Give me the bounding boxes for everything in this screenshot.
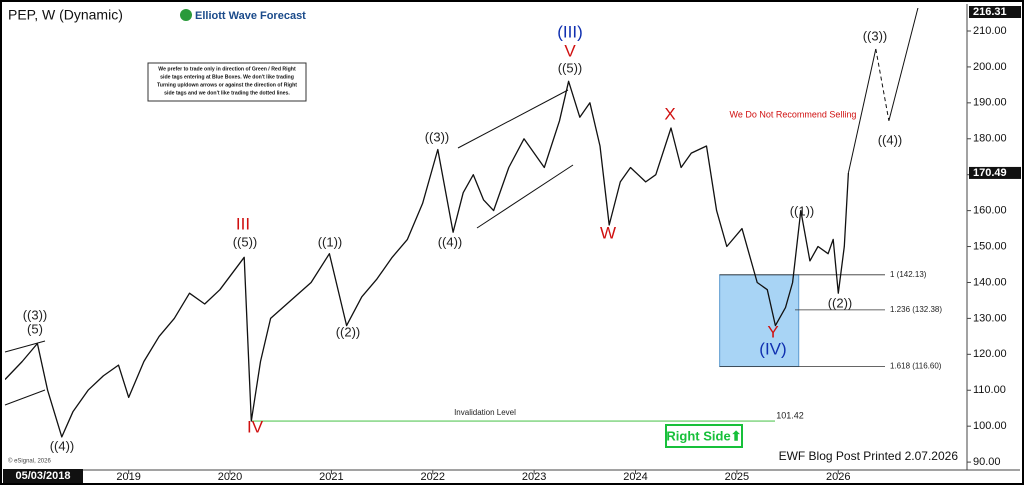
note-box xyxy=(147,62,307,102)
logo-icon xyxy=(180,9,192,21)
chart-title: PEP, W (Dynamic) xyxy=(8,7,123,23)
wave-label: III xyxy=(236,214,250,233)
x-tick-label: 2021 xyxy=(319,471,343,483)
projection-line xyxy=(847,48,877,174)
wave-label: (III) xyxy=(557,22,583,41)
y-tick-label: 190.00 xyxy=(973,97,1007,109)
x-tick-label: 2026 xyxy=(826,471,850,483)
wave-label: ((3)) xyxy=(863,28,888,43)
channel-line xyxy=(4,340,46,353)
projection-dashed xyxy=(875,48,890,121)
wave-label: ((5)) xyxy=(233,234,258,249)
y-tick-label: 130.00 xyxy=(973,312,1007,324)
y-tick-label: 150.00 xyxy=(973,240,1007,252)
wave-label: ((2)) xyxy=(828,295,853,310)
wave-labels: ((3))(5)((4))III((5))IV((1))((2))((3))((… xyxy=(23,22,903,453)
wave-label: ((5)) xyxy=(558,60,583,75)
y-tick-label: 140.00 xyxy=(973,276,1007,288)
blue-box xyxy=(719,274,800,368)
copyright: © eSignal, 2026 xyxy=(8,458,51,465)
wave-label: ((2)) xyxy=(336,324,361,339)
footer: EWF Blog Post Printed 2.07.2026 xyxy=(779,449,959,463)
y-tick-label: 160.00 xyxy=(973,205,1007,217)
invalidation-text: Invalidation Level xyxy=(454,408,516,417)
right-side: Right Side⬆ xyxy=(666,428,741,443)
x-tick-label: 2025 xyxy=(725,471,749,483)
price-tag-box xyxy=(969,6,1021,18)
start-date-box xyxy=(3,469,83,483)
y-tick-label: 100.00 xyxy=(973,420,1007,432)
projection-line xyxy=(888,8,919,121)
note: We prefer to trade only in direction of … xyxy=(157,66,297,96)
plot xyxy=(5,8,919,438)
note-line: We prefer to trade only in direction of … xyxy=(158,66,296,72)
invalidation-value: 101.42 xyxy=(776,410,804,420)
y-tick-label: 120.00 xyxy=(973,348,1007,360)
fib-label: 1.618 (116.60) xyxy=(890,362,942,371)
note-line: side tags and we don't like trading the … xyxy=(164,90,290,96)
x-tick-label: 2023 xyxy=(522,471,546,483)
logo: Elliott Wave Forecast xyxy=(195,10,306,22)
start-date: 05/03/2018 xyxy=(15,470,70,482)
price-tag-box xyxy=(969,166,1021,179)
price-tag: 216.31 xyxy=(973,6,1007,18)
wave-label: ((1)) xyxy=(318,234,343,249)
y-tick-label: 110.00 xyxy=(973,384,1006,396)
note-line: Turning up/down arrows or against the di… xyxy=(157,82,297,88)
wave-label: (IV) xyxy=(759,339,786,358)
fib-label: 1.236 (132.38) xyxy=(890,305,942,314)
wave-label: ((4)) xyxy=(50,438,75,453)
y-tick-label: 210.00 xyxy=(973,25,1007,37)
wave-label: ((3)) xyxy=(425,129,450,144)
right-side-box xyxy=(665,424,743,448)
fib-label: 1 (142.13) xyxy=(890,270,927,279)
wave-label: ((4)) xyxy=(438,234,463,249)
price-tag: 170.49 xyxy=(973,167,1007,179)
wave-label: ((4)) xyxy=(878,132,903,147)
price-line xyxy=(5,80,850,438)
note-line: side tags entering at Blue Boxes. We don… xyxy=(160,74,294,80)
wave-label: X xyxy=(664,104,675,123)
y-tick-label: 200.00 xyxy=(973,61,1007,73)
y-tick-label: 90.00 xyxy=(973,456,1001,468)
channel-line xyxy=(457,89,569,149)
channel-line xyxy=(4,389,46,406)
wave-label: ((1)) xyxy=(790,203,815,218)
wave-label: ((3)) xyxy=(23,307,48,322)
x-tick-label: 2020 xyxy=(218,471,242,483)
y-tick-label: 180.00 xyxy=(973,133,1007,145)
x-tick-label: 2019 xyxy=(116,471,140,483)
wave-label: Y xyxy=(767,322,778,341)
wave-label: V xyxy=(564,41,576,60)
wave-label: IV xyxy=(247,417,264,436)
x-tick-label: 2022 xyxy=(421,471,445,483)
warning: We Do Not Recommend Selling xyxy=(730,109,857,119)
channel-line xyxy=(476,164,574,229)
wave-label: (5) xyxy=(27,321,43,336)
x-tick-label: 2024 xyxy=(623,471,647,483)
wave-label: W xyxy=(600,223,616,242)
